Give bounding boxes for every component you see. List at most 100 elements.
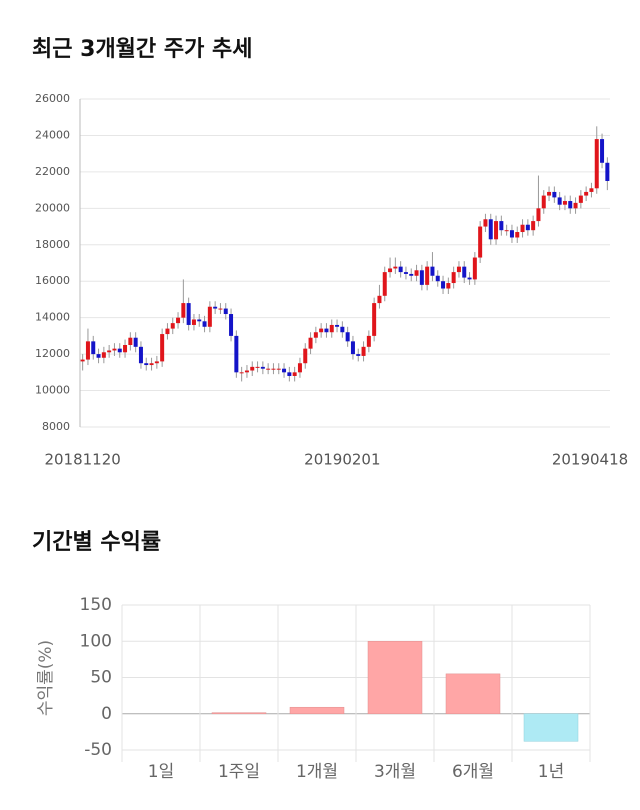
candle-body	[308, 337, 313, 349]
x-tick-label: 1주일	[218, 762, 260, 782]
bar	[445, 673, 501, 714]
candle-body	[154, 361, 159, 364]
candle-body	[282, 368, 287, 373]
candle-body	[504, 230, 509, 232]
candle-body	[176, 317, 181, 324]
candle-body	[181, 303, 186, 318]
candle-body	[531, 221, 536, 231]
chart-title: 최근 3개월간 주가 추세	[32, 37, 252, 62]
y-tick-label: 22000	[35, 165, 70, 178]
candle-body	[552, 191, 557, 198]
chart-title: 기간별 수익률	[32, 530, 161, 555]
candle-body	[414, 270, 419, 276]
candle-body	[361, 346, 366, 356]
candle-body	[207, 306, 212, 327]
candle-body	[589, 188, 594, 192]
candle-body	[313, 332, 318, 338]
x-tick-label: 20181120	[44, 451, 120, 469]
candle-body	[340, 326, 345, 333]
candle-body	[123, 345, 128, 353]
candle-body	[149, 363, 154, 366]
candle-body	[112, 348, 117, 351]
candle-body	[509, 230, 514, 238]
candle-body	[372, 303, 377, 336]
candle-body	[541, 195, 546, 209]
candle-body	[462, 266, 467, 278]
candle-body	[350, 341, 355, 355]
y-tick-label: 100	[80, 631, 112, 651]
candle-body	[138, 346, 143, 364]
candle-body	[419, 270, 424, 285]
candle-body	[197, 319, 202, 322]
bar	[367, 641, 423, 714]
candle-body	[128, 337, 133, 345]
candle-body	[594, 139, 599, 189]
candle-body	[547, 191, 552, 196]
candle-body	[356, 354, 361, 356]
x-tick-label: 6개월	[452, 762, 494, 782]
candle-body	[255, 366, 260, 368]
candle-body	[276, 368, 281, 370]
candle-body	[525, 224, 530, 231]
candle-body	[478, 226, 483, 258]
candle-body	[324, 328, 329, 333]
candle-body	[393, 266, 398, 269]
y-tick-label: -50	[84, 740, 112, 760]
candle-body	[488, 219, 493, 240]
x-tick-label: 1일	[148, 762, 174, 782]
y-tick-label: 150	[80, 595, 112, 615]
candle-body	[435, 275, 440, 282]
y-tick-label: 8000	[42, 420, 70, 433]
candle-body	[250, 366, 255, 371]
y-tick-label: 16000	[35, 274, 70, 287]
candle-body	[297, 363, 302, 373]
candle-body	[160, 334, 165, 362]
candle-body	[107, 350, 112, 353]
candle-body	[388, 268, 393, 273]
candle-body	[80, 359, 85, 362]
candle-body	[266, 368, 271, 370]
x-tick-label: 20190418	[552, 451, 628, 469]
candle-body	[319, 328, 324, 333]
candle-body	[165, 328, 170, 335]
x-tick-label: 3개월	[374, 762, 416, 782]
candle-body	[335, 324, 340, 327]
y-tick-label: 50	[90, 668, 112, 688]
candle-body	[292, 372, 297, 376]
candle-body	[229, 314, 234, 336]
y-tick-label: 18000	[35, 238, 70, 251]
candle-body	[144, 363, 149, 366]
candle-body	[223, 308, 228, 315]
candle-body	[345, 332, 350, 342]
candle-body	[520, 224, 525, 233]
candle-body	[303, 348, 308, 364]
candle-body	[186, 303, 191, 325]
candle-body	[382, 272, 387, 296]
candle-body	[287, 372, 292, 376]
candle-body	[403, 272, 408, 274]
candle-body	[425, 266, 430, 285]
candle-body	[430, 266, 435, 276]
candle-body	[515, 232, 520, 238]
bar	[523, 713, 579, 742]
candle-body	[329, 324, 334, 333]
candle-body	[467, 277, 472, 280]
candle-body	[494, 221, 499, 240]
candle-body	[456, 266, 461, 273]
y-tick-label: 12000	[35, 347, 70, 360]
candle-body	[377, 295, 382, 304]
y-tick-label: 14000	[35, 311, 70, 324]
candle-body	[472, 257, 477, 280]
y-tick-label: 24000	[35, 128, 70, 141]
candle-body	[578, 195, 583, 203]
candle-body	[446, 283, 451, 289]
candle-body	[244, 370, 249, 373]
candle-body	[409, 273, 414, 276]
candle-body	[239, 372, 244, 374]
bar	[289, 706, 345, 714]
candle-body	[451, 272, 456, 284]
x-tick-label: 20190201	[304, 451, 380, 469]
candle-body	[483, 219, 488, 227]
candle-body	[117, 348, 122, 353]
